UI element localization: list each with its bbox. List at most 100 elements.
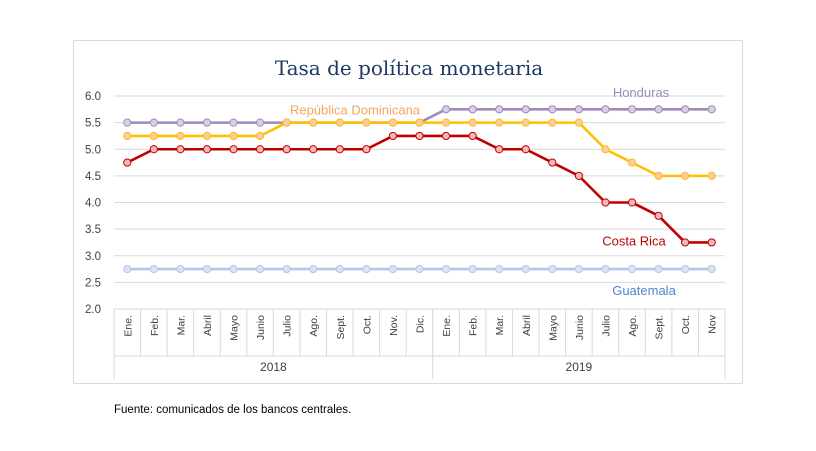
- data-point: [202, 131, 212, 141]
- data-point: [574, 264, 583, 274]
- data-point: [309, 264, 318, 274]
- data-point: [548, 118, 557, 127]
- data-point: [282, 118, 291, 127]
- x-tick-label: Feb.: [149, 315, 161, 336]
- data-point: [681, 264, 690, 274]
- data-point: [149, 118, 158, 127]
- data-point: [229, 264, 238, 274]
- data-point: [574, 118, 583, 127]
- x-tick-label: Junio: [574, 315, 586, 340]
- x-tick-label: Oct.: [361, 315, 373, 334]
- x-tick-label: Nov: [707, 314, 719, 333]
- data-point: [282, 145, 291, 154]
- data-point: [468, 105, 477, 114]
- x-tick-label: Mar.: [175, 315, 187, 335]
- data-point: [362, 264, 371, 274]
- data-point: [388, 264, 398, 274]
- data-point: [627, 198, 637, 207]
- data-point: [654, 171, 663, 180]
- data-point: [654, 211, 663, 220]
- chart-title: Tasa de política monetaria: [275, 56, 543, 80]
- data-point: [681, 171, 690, 180]
- data-point: [707, 105, 716, 114]
- data-point: [627, 264, 637, 274]
- data-point: [601, 105, 610, 114]
- x-tick-label: Dic.: [415, 315, 427, 333]
- data-point: [256, 145, 265, 154]
- data-point: [149, 145, 158, 154]
- data-point: [707, 264, 716, 274]
- year-label: 2018: [260, 360, 287, 374]
- series-line: [126, 134, 712, 244]
- data-point: [415, 118, 424, 127]
- x-tick-label: Junio: [255, 315, 267, 340]
- data-point: [335, 264, 344, 274]
- y-tick-label: 3.5: [85, 224, 101, 236]
- data-point: [309, 145, 318, 154]
- data-point: [441, 105, 451, 114]
- data-point: [707, 238, 716, 247]
- data-point: [123, 264, 132, 274]
- data-point: [256, 264, 265, 274]
- line-chart: Tasa de política monetaria 2.0 2.5 3.0 3.5 4…: [85, 56, 726, 379]
- data-point: [601, 264, 610, 274]
- y-tick-label: 4.0: [85, 198, 101, 210]
- data-point: [176, 264, 185, 274]
- data-point: [202, 145, 212, 154]
- data-point: [574, 171, 583, 180]
- data-point: [229, 131, 238, 141]
- data-point: [601, 198, 610, 207]
- data-point: [415, 131, 424, 141]
- chart-frame: Tasa de política monetaria 2.0 2.5 3.0 3.5 4…: [73, 40, 743, 384]
- series-label: Honduras: [613, 85, 670, 100]
- x-tick-label: Ago.: [308, 315, 320, 337]
- data-point: [521, 105, 530, 114]
- x-tick-label: Julio: [600, 315, 612, 337]
- data-point: [123, 158, 132, 167]
- data-point: [441, 264, 451, 274]
- x-tick-label: Ago.: [627, 315, 639, 337]
- data-point: [123, 118, 132, 127]
- y-tick-label: 5.5: [85, 118, 101, 130]
- series-label: Costa Rica: [602, 233, 666, 248]
- x-tick-label: Feb.: [468, 315, 480, 336]
- data-point: [521, 145, 530, 154]
- x-tick-label: Abril: [202, 315, 214, 336]
- data-point: [441, 118, 451, 127]
- data-point: [123, 131, 132, 141]
- y-tick-label: 4.5: [85, 171, 101, 183]
- data-point: [468, 118, 477, 127]
- x-tick-label: Julio: [282, 315, 294, 337]
- y-tick-label: 2.5: [85, 277, 101, 289]
- y-tick-label: 3.0: [85, 251, 101, 263]
- data-point: [548, 158, 557, 167]
- data-point: [335, 145, 344, 154]
- data-point: [574, 105, 583, 114]
- data-point: [495, 145, 504, 154]
- data-point: [415, 264, 424, 274]
- x-tick-label: Oct.: [680, 315, 692, 334]
- data-point: [282, 264, 291, 274]
- series-label: República Dominicana: [290, 103, 421, 118]
- data-point: [176, 118, 185, 127]
- data-point: [627, 158, 637, 167]
- data-point: [388, 118, 398, 127]
- y-tick-label: 6.0: [85, 91, 101, 103]
- data-point: [521, 264, 530, 274]
- x-tick-label: Nov.: [388, 315, 400, 336]
- series-lines: [123, 105, 716, 274]
- x-tick-label: Sept.: [654, 315, 666, 340]
- data-point: [521, 118, 530, 127]
- data-point: [176, 131, 185, 141]
- data-point: [202, 264, 212, 274]
- data-point: [229, 145, 238, 154]
- y-tick-label: 2.0: [85, 304, 101, 316]
- x-tick-label: Sept.: [335, 315, 347, 340]
- data-point: [441, 131, 451, 141]
- axes: 2.0 2.5 3.0 3.5 4.0 4.5 5.0 5.5 6.0 2018 2019 Ene. F…: [85, 91, 726, 379]
- data-point: [468, 131, 477, 141]
- x-tick-label: Abril: [521, 315, 533, 336]
- data-point: [335, 118, 344, 127]
- data-point: [654, 105, 663, 114]
- data-point: [548, 105, 557, 114]
